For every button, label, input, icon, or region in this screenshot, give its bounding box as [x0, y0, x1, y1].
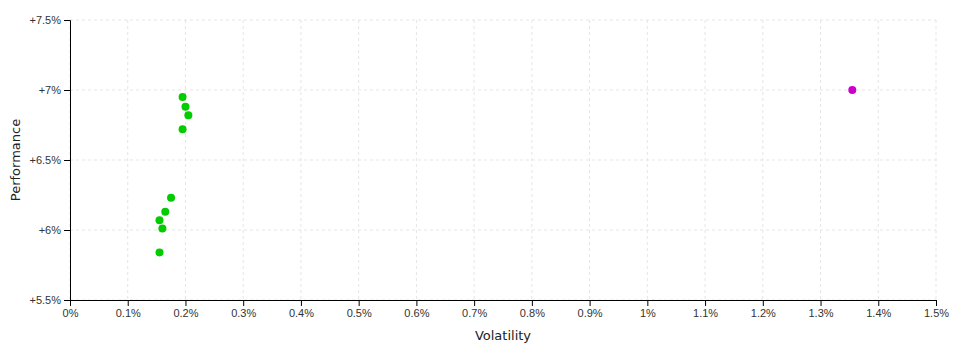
y-tick: +6.5% [30, 154, 71, 166]
x-tick: 1.2% [751, 300, 776, 319]
x-tick: 0.8% [520, 300, 545, 319]
point [181, 103, 189, 111]
grid-line-y [70, 90, 936, 91]
y-tick-mark [64, 90, 70, 91]
x-axis-title: Volatility [475, 328, 531, 343]
x-tick-label: 1.3% [808, 307, 833, 319]
point [179, 125, 187, 133]
y-tick-label: +7% [39, 84, 62, 96]
x-tick-mark [647, 300, 648, 306]
y-tick-label: +6% [39, 224, 62, 236]
x-tick-label: 0.6% [404, 307, 429, 319]
x-axis: 0% 0.1% 0.2% 0.3% 0.4% 0.5% 0.6% 0.7% 0.8% 0.9% 1%… [63, 300, 950, 319]
x-tick-mark [128, 300, 129, 306]
x-tick-label: 1% [640, 307, 656, 319]
x-tick-label: 1.1% [693, 307, 718, 319]
x-tick-label: 0.4% [289, 307, 314, 319]
x-tick: 0.6% [404, 300, 429, 319]
x-tick-label: 1.5% [924, 307, 949, 319]
y-tick: +7.5% [30, 14, 71, 26]
y-axis: +5.5% +6% +6.5% +7% +7.5% [30, 14, 71, 306]
y-tick-label: +7.5% [30, 14, 62, 26]
grid-line-y [70, 230, 936, 231]
point [179, 93, 187, 101]
x-tick: 0.5% [347, 300, 372, 319]
x-tick-mark [705, 300, 706, 306]
y-tick-mark [64, 20, 70, 21]
x-tick: 1.1% [693, 300, 718, 319]
plot: 0% 0.1% 0.2% 0.3% 0.4% 0.5% 0.6% 0.7% 0.8% 0.9% 1%… [30, 14, 950, 319]
grid-line-y [70, 160, 936, 161]
y-tick: +5.5% [30, 294, 71, 306]
x-tick-mark [243, 300, 244, 306]
grid-line-x [416, 20, 417, 300]
x-tick-mark [185, 300, 186, 306]
y-axis-title: Performance [8, 119, 23, 201]
x-tick-label: 0.2% [173, 307, 198, 319]
x-tick-mark [416, 300, 417, 306]
x-tick-label: 0.3% [231, 307, 256, 319]
x-tick: 1.5% [924, 300, 949, 319]
x-tick-mark [590, 300, 591, 306]
grid [70, 20, 936, 300]
x-tick-mark [821, 300, 822, 306]
x-tick-label: 1.2% [751, 307, 776, 319]
grid-line-x [878, 20, 879, 300]
x-tick: 1% [640, 300, 656, 319]
chart: 0% 0.1% 0.2% 0.3% 0.4% 0.5% 0.6% 0.7% 0.8% 0.9% 1%… [0, 0, 966, 350]
x-tick: 0.7% [462, 300, 487, 319]
point [184, 111, 192, 119]
y-tick-mark [64, 300, 70, 301]
grid-line-y [70, 20, 936, 21]
x-tick-mark [474, 300, 475, 306]
grid-line-x [127, 20, 128, 300]
x-tick-label: 0% [63, 307, 79, 319]
x-tick: 1.4% [866, 300, 891, 319]
y-axis-line [64, 21, 71, 301]
y-tick: +6% [39, 224, 70, 236]
x-tick: 0% [63, 300, 79, 319]
point [158, 225, 166, 233]
grid-line-x [243, 20, 244, 300]
point [155, 248, 163, 256]
y-tick-mark [64, 230, 70, 231]
x-tick: 0.2% [173, 300, 198, 319]
x-tick-mark [878, 300, 879, 306]
x-tick: 0.1% [116, 300, 141, 319]
point [167, 194, 175, 202]
point [161, 208, 169, 216]
x-tick-label: 0.8% [520, 307, 545, 319]
x-tick-label: 0.7% [462, 307, 487, 319]
y-tick-mark [64, 160, 70, 161]
y-tick: +7% [39, 84, 70, 96]
series [848, 86, 856, 94]
x-tick-mark [359, 300, 360, 306]
series [155, 93, 192, 256]
x-tick: 0.4% [289, 300, 314, 319]
x-axis-line [71, 301, 937, 307]
grid-line-x [589, 20, 590, 300]
x-tick-mark [763, 300, 764, 306]
x-tick-mark [532, 300, 533, 306]
point [155, 216, 163, 224]
x-tick-label: 0.9% [578, 307, 603, 319]
x-tick-mark [936, 300, 937, 306]
y-tick-label: +6.5% [30, 154, 62, 166]
point [848, 86, 856, 94]
x-tick-label: 1.4% [866, 307, 891, 319]
x-tick-mark [301, 300, 302, 306]
y-tick-label: +5.5% [30, 294, 62, 306]
grid-line-x [705, 20, 706, 300]
x-tick-label: 0.5% [347, 307, 372, 319]
x-tick-label: 0.1% [116, 307, 141, 319]
points [155, 86, 856, 256]
x-tick: 0.3% [231, 300, 256, 319]
x-tick: 1.3% [808, 300, 833, 319]
x-tick: 0.9% [578, 300, 603, 319]
